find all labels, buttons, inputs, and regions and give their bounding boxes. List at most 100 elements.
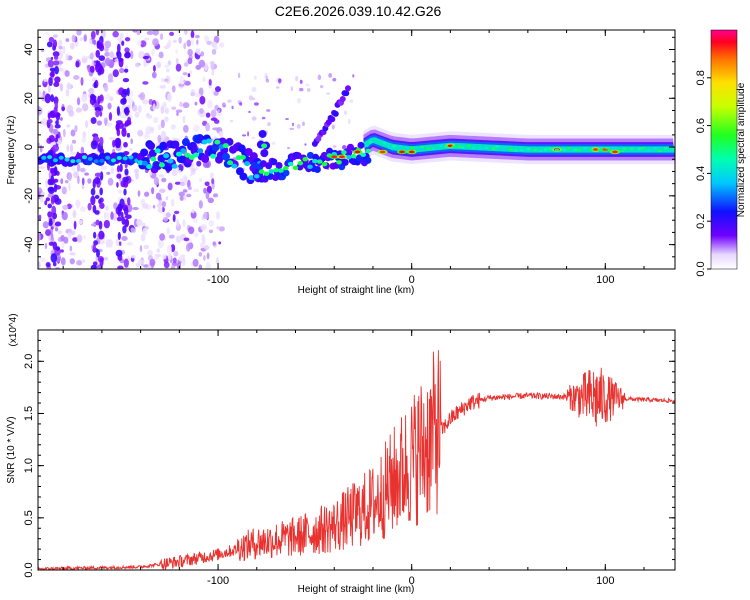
noise-cell — [190, 168, 197, 172]
spectral-cell — [47, 155, 53, 160]
noise-cell — [166, 227, 171, 235]
spectrogram-panel: -100 0 100 -40 -20 0 20 40 Height of straight l… — [6, 29, 676, 296]
noise-cell — [48, 134, 55, 143]
noise-cell — [200, 242, 206, 249]
spectral-cell — [205, 138, 212, 144]
noise-cell — [80, 77, 84, 86]
spectral-cell — [158, 162, 165, 168]
noise-cell — [119, 115, 127, 119]
noise-cell — [306, 88, 311, 92]
spectrogram-ytick-label: -20 — [23, 188, 35, 204]
noise-cell — [43, 78, 49, 82]
noise-cell — [81, 103, 89, 112]
noise-cell — [151, 126, 155, 134]
spectral-cell — [312, 153, 320, 161]
snr-ytick-label: 0.5 — [23, 510, 35, 525]
noise-cell — [174, 181, 182, 185]
spectral-cell — [313, 165, 321, 173]
noise-cell — [301, 121, 305, 127]
noise-cell — [194, 34, 200, 39]
noise-cell — [156, 248, 160, 253]
spectral-cell — [329, 116, 336, 123]
spectral-cell — [562, 148, 567, 151]
noise-cell — [105, 122, 113, 127]
spectral-cell — [307, 164, 313, 170]
noise-cell — [157, 124, 162, 131]
spectral-cell — [360, 152, 367, 157]
spectral-cell — [408, 150, 415, 154]
noise-cell — [173, 210, 180, 215]
noise-cell — [247, 131, 250, 137]
noise-cell — [48, 36, 55, 43]
noise-cell — [158, 51, 164, 59]
snr-ytick-label: 1.0 — [23, 458, 35, 473]
noise-cell — [160, 130, 167, 140]
spectral-cell — [641, 146, 646, 150]
noise-cell — [291, 122, 295, 127]
noise-cell — [92, 261, 98, 266]
noise-cell — [140, 233, 146, 242]
noise-cell — [344, 110, 347, 115]
noise-cell — [183, 79, 186, 84]
noise-cell — [182, 257, 186, 267]
spectral-cell — [87, 156, 93, 161]
noise-cell — [161, 177, 167, 183]
noise-cell — [115, 249, 123, 257]
spectral-cell — [548, 147, 553, 151]
noise-cell — [55, 120, 59, 125]
noise-cell — [123, 141, 128, 148]
noise-cell — [83, 34, 87, 42]
spectral-cell — [260, 149, 269, 158]
spectral-cell — [302, 156, 308, 162]
noise-cell — [349, 99, 354, 104]
noise-cell — [73, 75, 80, 80]
noise-cell — [178, 36, 182, 44]
noise-cell — [47, 85, 51, 93]
noise-cell — [69, 258, 75, 265]
spectral-cell — [663, 146, 668, 150]
noise-cell — [241, 134, 247, 137]
spectral-cell — [622, 147, 627, 150]
spectrogram-frame — [37, 29, 676, 270]
noise-cell — [205, 262, 211, 269]
noise-cell — [126, 241, 134, 246]
noise-cell — [208, 220, 215, 227]
noise-cell — [50, 94, 55, 103]
noise-cell — [94, 172, 102, 177]
noise-cell — [110, 166, 114, 174]
noise-cell — [90, 187, 96, 196]
spectral-cell — [350, 154, 357, 159]
spectral-cell — [379, 150, 386, 154]
noise-cell — [103, 211, 107, 219]
spectral-cell — [526, 148, 531, 151]
noise-cell — [151, 48, 155, 57]
noise-cell — [196, 39, 199, 45]
noise-cell — [90, 140, 98, 150]
spectral-cell — [495, 145, 500, 148]
noise-cell — [152, 103, 156, 111]
noise-cell — [145, 125, 153, 135]
noise-cell — [229, 119, 234, 123]
noise-cell — [62, 45, 66, 54]
noise-cell — [54, 227, 59, 232]
noise-cell — [119, 163, 123, 173]
noise-cell — [218, 241, 222, 245]
noise-cell — [117, 203, 123, 213]
noise-cell — [70, 129, 76, 137]
noise-cell — [125, 218, 130, 227]
noise-cell — [89, 52, 94, 60]
noise-cell — [104, 51, 110, 57]
noise-cell — [88, 87, 95, 94]
spectral-cell — [466, 144, 471, 148]
noise-cell — [142, 55, 150, 60]
noise-cell — [186, 39, 192, 47]
noise-cell — [227, 99, 232, 103]
noise-cell — [95, 30, 100, 36]
snr-xtick-label: -100 — [207, 575, 229, 587]
spectral-cell — [239, 154, 246, 160]
noise-cell — [127, 197, 131, 206]
spectral-cell — [154, 148, 161, 154]
noise-cell — [167, 39, 172, 45]
noise-cell — [183, 237, 190, 242]
noise-cell — [144, 191, 150, 197]
